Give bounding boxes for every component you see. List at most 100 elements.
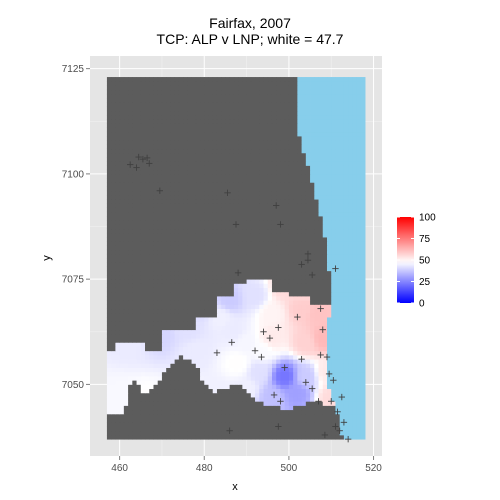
heatmap-tile [157,371,163,377]
heatmap-tile [128,392,133,398]
heatmap-tile [111,258,116,263]
heatmap-tile [259,144,264,150]
heatmap-tile [284,329,290,335]
heatmap-tile [187,384,192,390]
heatmap-tile [242,211,247,217]
heatmap-tile [149,434,154,440]
heatmap-tile [322,169,328,175]
heatmap-tile [255,371,260,377]
heatmap-tile [280,136,286,141]
heatmap-tile [204,346,209,352]
heatmap-tile [229,140,235,145]
heatmap-tile [149,220,154,225]
heatmap-tile [326,274,332,280]
heatmap-tile [123,186,129,192]
heatmap-tile [157,397,163,402]
heatmap-tile [149,333,154,339]
heatmap-tile [187,321,192,326]
heatmap-tile [343,262,349,267]
heatmap-tile [293,245,298,251]
heatmap-tile [153,114,159,120]
heatmap-tile [233,178,239,183]
heatmap-tile [331,392,336,398]
heatmap-tile [149,106,154,112]
heatmap-tile [195,418,201,423]
heatmap-tile [255,270,260,276]
heatmap-tile [305,274,311,280]
heatmap-tile [242,329,247,335]
heatmap-tile [242,270,247,276]
heatmap-tile [195,144,201,150]
heatmap-tile [225,430,231,436]
heatmap-tile [301,418,307,423]
heatmap-tile [276,178,281,183]
heatmap-tile [115,287,121,293]
heatmap-tile [276,224,281,230]
heatmap-tile [288,342,294,347]
heatmap-tile [339,430,345,436]
heatmap-tile [343,418,349,423]
heatmap-tile [326,283,332,288]
heatmap-tile [128,397,133,402]
heatmap-tile [233,338,239,343]
heatmap-tile [123,144,129,150]
heatmap-tile [271,367,277,373]
heatmap-tile [149,409,154,415]
heatmap-tile [297,434,302,440]
heatmap-tile [157,157,163,162]
heatmap-tile [200,228,205,234]
heatmap-tile [216,338,222,343]
heatmap-tile [229,291,235,297]
heatmap-tile [352,434,358,440]
heatmap-tile [276,279,281,284]
heatmap-tile [229,152,235,158]
heatmap-tile [301,350,307,356]
heatmap-tile [166,136,171,141]
heatmap-tile [322,325,328,331]
heatmap-tile [111,397,116,402]
heatmap-tile [305,430,311,436]
heatmap-tile [314,169,319,175]
heatmap-tile [233,413,239,419]
heatmap-tile [360,136,366,141]
heatmap-tile [288,131,294,137]
heatmap-tile [356,434,362,440]
heatmap-tile [132,173,137,179]
heatmap-tile [288,232,294,238]
heatmap-tile [326,249,332,255]
heatmap-tile [200,384,205,390]
heatmap-tile [140,144,146,150]
heatmap-tile [153,98,159,103]
heatmap-tile [343,119,349,124]
heatmap-tile [191,237,197,242]
heatmap-tile [132,308,137,314]
heatmap-tile [128,401,133,406]
heatmap-tile [229,367,235,373]
heatmap-tile [111,127,116,133]
heatmap-tile [267,131,273,137]
heatmap-tile [238,426,243,432]
heatmap-tile [293,237,298,242]
heatmap-tile [305,165,311,171]
heatmap-tile [242,380,247,385]
heatmap-tile [293,216,298,221]
heatmap-tile [183,110,188,116]
heatmap-tile [288,173,294,179]
heatmap-tile [221,304,226,310]
heatmap-tile [183,216,188,221]
heatmap-tile [212,279,218,284]
heatmap-tile [111,376,116,381]
heatmap-tile [293,253,298,259]
heatmap-tile [352,211,358,217]
heatmap-tile [128,371,133,377]
heatmap-tile [352,110,358,116]
heatmap-tile [183,262,188,267]
heatmap-tile [132,182,137,187]
heatmap-tile [356,211,362,217]
heatmap-tile [200,203,205,208]
heatmap-tile [195,321,201,326]
heatmap-tile [293,106,298,112]
heatmap-tile [343,342,349,347]
heatmap-tile [343,371,349,377]
heatmap-tile [326,228,332,234]
